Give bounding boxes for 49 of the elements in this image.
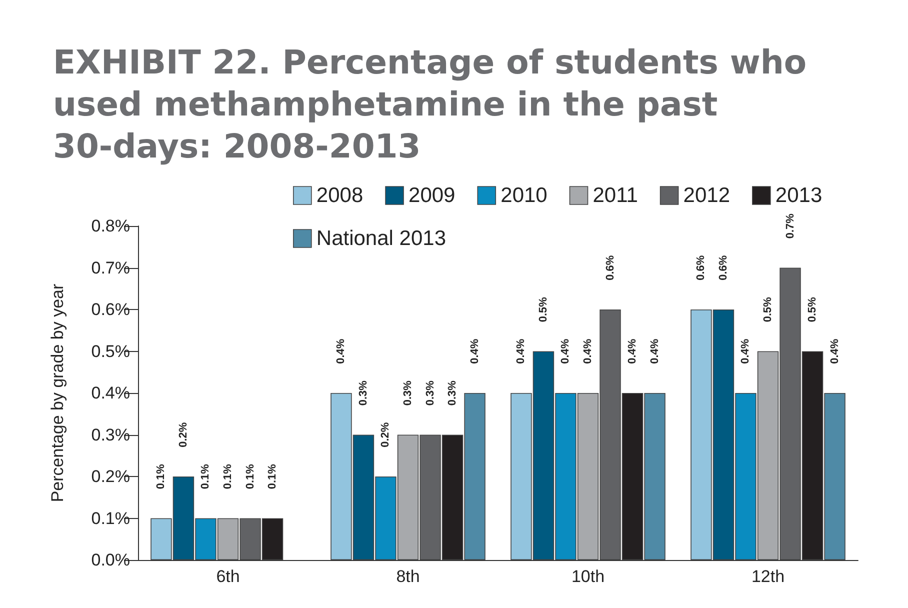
y-tick-label: 0.1% bbox=[91, 508, 130, 528]
data-label: 0.1% bbox=[266, 464, 279, 490]
legend-label: 2009 bbox=[408, 184, 456, 207]
y-tick-label: 0.4% bbox=[91, 384, 130, 402]
data-label: 0.3% bbox=[357, 380, 370, 406]
data-label: 0.4% bbox=[560, 338, 572, 364]
y-tick-label: 0.6% bbox=[91, 300, 130, 319]
data-label: 0.4% bbox=[828, 338, 841, 364]
y-tick-label: 0.0% bbox=[91, 550, 130, 570]
y-tick-label: 0.8% bbox=[91, 216, 130, 236]
y-axis-title: Percentage by grade by year bbox=[48, 284, 67, 502]
data-label: 0.5% bbox=[806, 296, 819, 322]
y-tick-label: 0.7% bbox=[91, 258, 130, 278]
legend-label: National 2013 bbox=[316, 227, 446, 250]
legend-label: 2012 bbox=[683, 184, 730, 207]
data-label: 0.2% bbox=[177, 422, 190, 448]
data-label: 0.3% bbox=[446, 380, 459, 406]
data-label: 0.6% bbox=[604, 255, 616, 280]
x-tick-label: 6th bbox=[216, 567, 240, 586]
data-label: 0.1% bbox=[200, 464, 212, 490]
data-label: 0.4% bbox=[335, 338, 348, 364]
data-label: 0.4% bbox=[468, 338, 481, 364]
data-label: 0.4% bbox=[740, 338, 752, 364]
data-label: 0.6% bbox=[717, 255, 730, 280]
data-label: 0.7% bbox=[784, 213, 796, 239]
data-label: 0.4% bbox=[648, 338, 661, 364]
data-label: 0.5% bbox=[762, 296, 774, 322]
y-tick-label: 0.5% bbox=[91, 342, 130, 361]
chart-title: EXHIBIT 22. Percentage of students who used methamphetamine in the past 30-days: 2008-2013 bbox=[53, 42, 818, 166]
y-tick-label: 0.2% bbox=[91, 467, 130, 486]
y-tick-label: 0.3% bbox=[91, 425, 130, 444]
data-label: 0.2% bbox=[380, 422, 392, 448]
x-tick-label: 8th bbox=[396, 567, 420, 586]
data-label: 0.1% bbox=[244, 464, 256, 490]
data-label: 0.4% bbox=[626, 338, 639, 364]
legend-label: 2013 bbox=[775, 184, 822, 207]
legend-label: 2011 bbox=[592, 184, 638, 207]
data-label: 0.4% bbox=[515, 338, 528, 364]
data-label: 0.1% bbox=[222, 464, 234, 490]
legend-label: 2008 bbox=[316, 184, 364, 207]
x-tick-label: 10th bbox=[571, 567, 605, 586]
data-label: 0.3% bbox=[402, 380, 414, 406]
data-label: 0.4% bbox=[582, 338, 594, 364]
data-label: 0.1% bbox=[155, 464, 168, 490]
x-tick-label: 12th bbox=[751, 567, 785, 586]
data-label: 0.5% bbox=[537, 296, 550, 322]
data-label: 0.3% bbox=[424, 380, 436, 406]
legend-label: 2010 bbox=[500, 184, 548, 207]
data-label: 0.6% bbox=[695, 255, 708, 280]
